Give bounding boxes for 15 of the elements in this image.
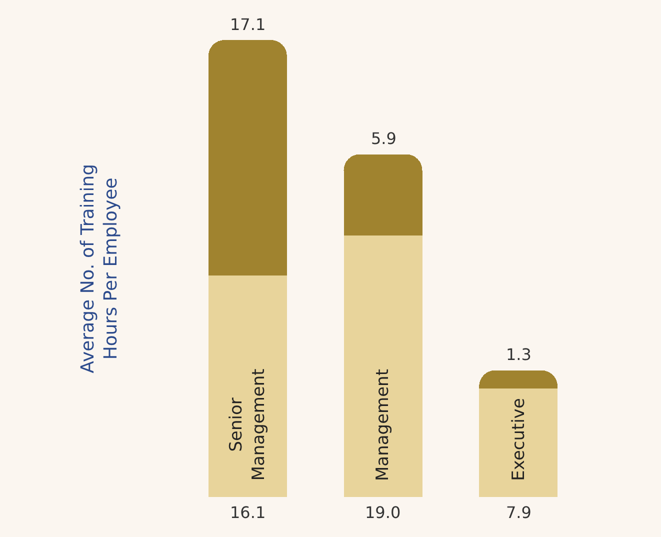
bar	[208, 275, 287, 497]
data-label: 16.1	[230, 503, 266, 522]
data-label: 1.3	[506, 345, 532, 364]
data-label: 19.0	[365, 503, 401, 522]
y-axis-title: Average No. of Training Hours Per Employee	[77, 164, 122, 374]
bar	[208, 40, 287, 276]
data-label: 17.1	[230, 15, 266, 34]
data-label: 5.9	[371, 129, 396, 148]
bar	[344, 154, 422, 236]
x-tick-label: Executive	[508, 398, 529, 481]
data-label: 7.9	[506, 503, 532, 522]
bar	[479, 388, 558, 497]
x-tick-label: Management	[373, 368, 393, 481]
bar	[344, 235, 422, 497]
x-tick-label: Senior Management	[226, 368, 269, 481]
